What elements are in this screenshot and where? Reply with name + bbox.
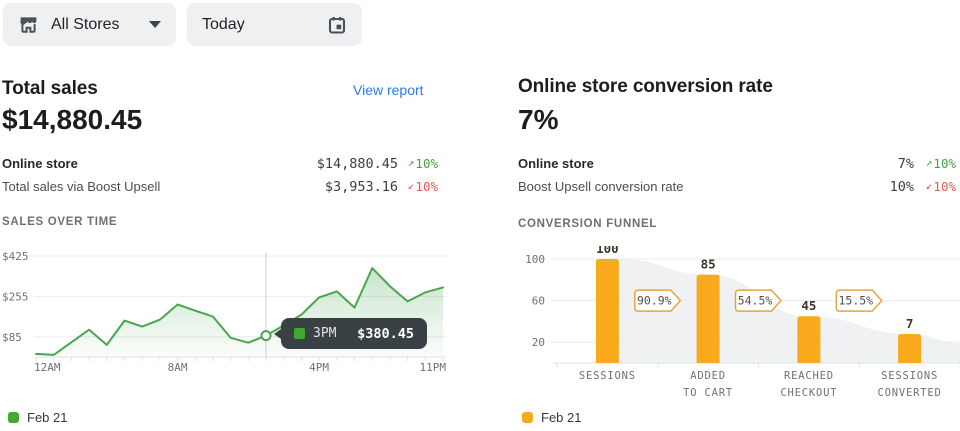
view-report-link[interactable]: View report <box>353 82 424 98</box>
x-axis-label: 11PM <box>420 361 447 374</box>
metric-label: Online store <box>518 156 594 171</box>
tooltip-time: 3PM <box>313 326 337 341</box>
date-filter-button[interactable]: Today <box>187 3 362 46</box>
metric-label: Online store <box>2 156 78 171</box>
bar-value-label: 7 <box>906 316 914 331</box>
y-axis-label: $425 <box>2 250 29 263</box>
line-series <box>35 267 444 356</box>
trend-down-icon: ↙ <box>407 179 415 192</box>
category-label: SESSIONS <box>881 370 938 382</box>
table-row: Total sales via Boost Upsell $3,953.16 ↙… <box>2 175 446 198</box>
category-label: CHECKOUT <box>780 387 837 399</box>
bar-value-label: 85 <box>701 257 716 272</box>
sales-over-time-label: SALES OVER TIME <box>2 216 118 228</box>
y-axis-label: $255 <box>2 290 29 303</box>
legend-swatch-orange <box>522 412 533 423</box>
funnel-chart-legend: Feb 21 <box>522 410 581 425</box>
trend-up-icon: ↗ <box>925 156 933 169</box>
metric-value: $14,880.45 <box>316 155 398 172</box>
legend-label: Feb 21 <box>541 410 582 425</box>
funnel-bar <box>898 334 922 363</box>
category-label: ADDED <box>690 370 726 382</box>
category-label: TO CART <box>683 387 733 399</box>
tooltip-value: $380.45 <box>357 325 414 342</box>
x-axis-label: 4PM <box>309 361 329 374</box>
funnel-bar <box>595 259 619 363</box>
conversion-rate-title: Online store conversion rate <box>518 76 773 97</box>
conversion-funnel-chart[interactable]: 100 60 20 100 85 45 7 90.9% 54.5% 15.5% SESSIONS AD… <box>514 246 960 410</box>
category-label: SESSIONS <box>579 370 636 382</box>
metric-delta: ↗ 10% <box>398 156 446 171</box>
total-sales-title: Total sales <box>2 78 98 99</box>
metric-label: Total sales via Boost Upsell <box>2 179 161 194</box>
line-chart-legend: Feb 21 <box>8 410 67 425</box>
metric-delta: ↙ 10% <box>914 179 958 194</box>
total-sales-value: $14,880.45 <box>2 104 143 135</box>
y-axis-label: 20 <box>532 336 545 349</box>
metric-label: Boost Upsell conversion rate <box>518 179 684 194</box>
store-filter-button[interactable]: All Stores <box>3 3 176 46</box>
table-row: Online store 7% ↗ 10% <box>518 152 958 175</box>
conversion-badge <box>835 289 883 312</box>
metric-value: 7% <box>897 155 914 172</box>
conversion-badge-value: 54.5% <box>738 294 773 308</box>
metric-delta: ↗ 10% <box>914 156 958 171</box>
trend-up-icon: ↗ <box>407 156 415 169</box>
category-label: REACHED <box>784 370 834 382</box>
conversion-rate-value: 7% <box>518 104 559 135</box>
conversion-badge <box>734 289 783 312</box>
store-filter-label: All Stores <box>51 15 120 33</box>
date-filter-label: Today <box>202 15 245 33</box>
trend-down-icon: ↙ <box>925 179 933 192</box>
delta-value: 10% <box>933 156 956 171</box>
y-axis-label: 60 <box>532 295 545 308</box>
table-row: Boost Upsell conversion rate 10% ↙ 10% <box>518 175 958 198</box>
hover-marker <box>260 330 272 342</box>
delta-value: 10% <box>933 179 956 194</box>
conversion-funnel-label: CONVERSION FUNNEL <box>518 218 658 230</box>
metric-value: $3,953.16 <box>324 178 398 195</box>
series-swatch <box>294 328 305 339</box>
total-sales-breakdown: Online store $14,880.45 ↗ 10% Total sales… <box>2 152 446 198</box>
storefront-icon <box>18 14 39 35</box>
delta-value: 10% <box>415 156 438 171</box>
funnel-bar <box>696 274 720 363</box>
metric-value: 10% <box>889 178 914 195</box>
legend-swatch-green <box>8 412 19 423</box>
x-axis-label: 12AM <box>34 361 61 374</box>
conversion-badge-value: 90.9% <box>637 294 672 308</box>
y-axis-label: $85 <box>2 331 22 344</box>
bar-value-label: 45 <box>801 298 816 313</box>
y-axis-label: 100 <box>525 253 545 266</box>
legend-label: Feb 21 <box>27 410 68 425</box>
conversion-breakdown: Online store 7% ↗ 10% Boost Upsell conver… <box>518 152 958 198</box>
bar-value-label: 100 <box>596 246 619 256</box>
table-row: Online store $14,880.45 ↗ 10% <box>2 152 446 175</box>
category-label: CONVERTED <box>878 387 942 399</box>
chart-tooltip: 3PM $380.45 <box>274 318 427 349</box>
metric-delta: ↙ 10% <box>398 179 446 194</box>
calendar-icon <box>327 15 347 35</box>
conversion-badge <box>634 289 682 312</box>
delta-value: 10% <box>415 179 438 194</box>
caret-down-icon <box>149 21 161 28</box>
x-axis-label: 8AM <box>168 361 188 374</box>
sales-line-chart[interactable]: $425 $255 $85 12AM 8AM 4PM 11PM 3PM $380.45 <box>0 248 446 380</box>
funnel-bar <box>797 316 821 363</box>
conversion-badge-value: 15.5% <box>838 294 873 308</box>
